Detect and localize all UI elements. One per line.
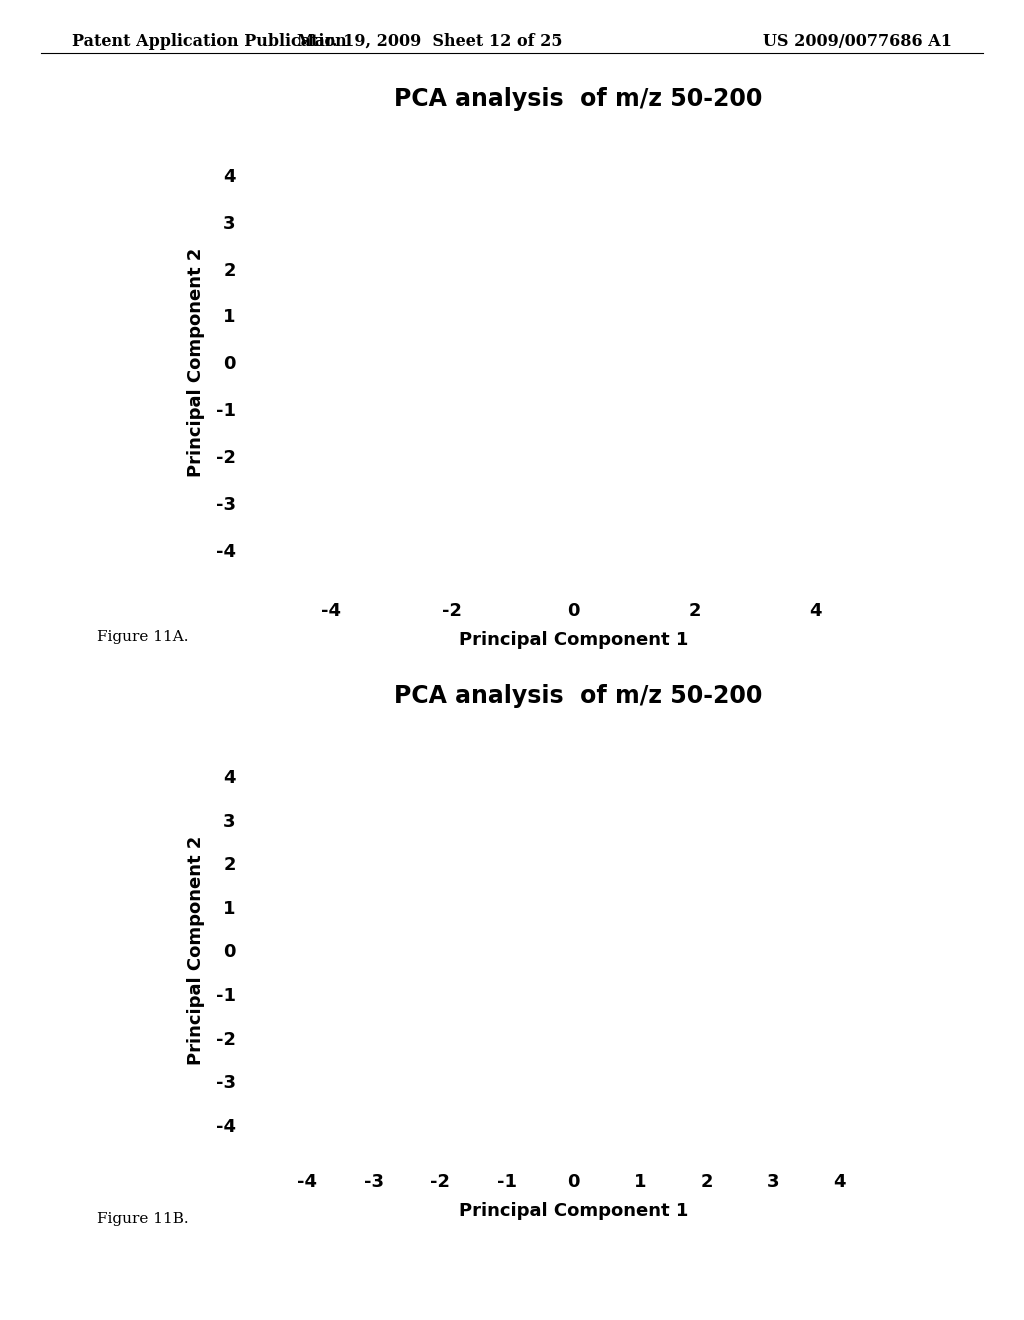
Text: Figure 11A.: Figure 11A. — [97, 630, 188, 644]
X-axis label: Principal Component 1: Principal Component 1 — [459, 631, 688, 648]
X-axis label: Principal Component 1: Principal Component 1 — [459, 1203, 688, 1220]
Text: Patent Application Publication: Patent Application Publication — [72, 33, 346, 50]
Text: US 2009/0077686 A1: US 2009/0077686 A1 — [763, 33, 952, 50]
Y-axis label: Principal Component 2: Principal Component 2 — [186, 248, 205, 477]
Text: PCA analysis  of m/z 50-200: PCA analysis of m/z 50-200 — [394, 684, 763, 708]
Text: PCA analysis  of m/z 50-200: PCA analysis of m/z 50-200 — [394, 87, 763, 111]
Y-axis label: Principal Component 2: Principal Component 2 — [186, 836, 205, 1065]
Text: Mar. 19, 2009  Sheet 12 of 25: Mar. 19, 2009 Sheet 12 of 25 — [297, 33, 563, 50]
Text: Figure 11B.: Figure 11B. — [97, 1212, 188, 1226]
